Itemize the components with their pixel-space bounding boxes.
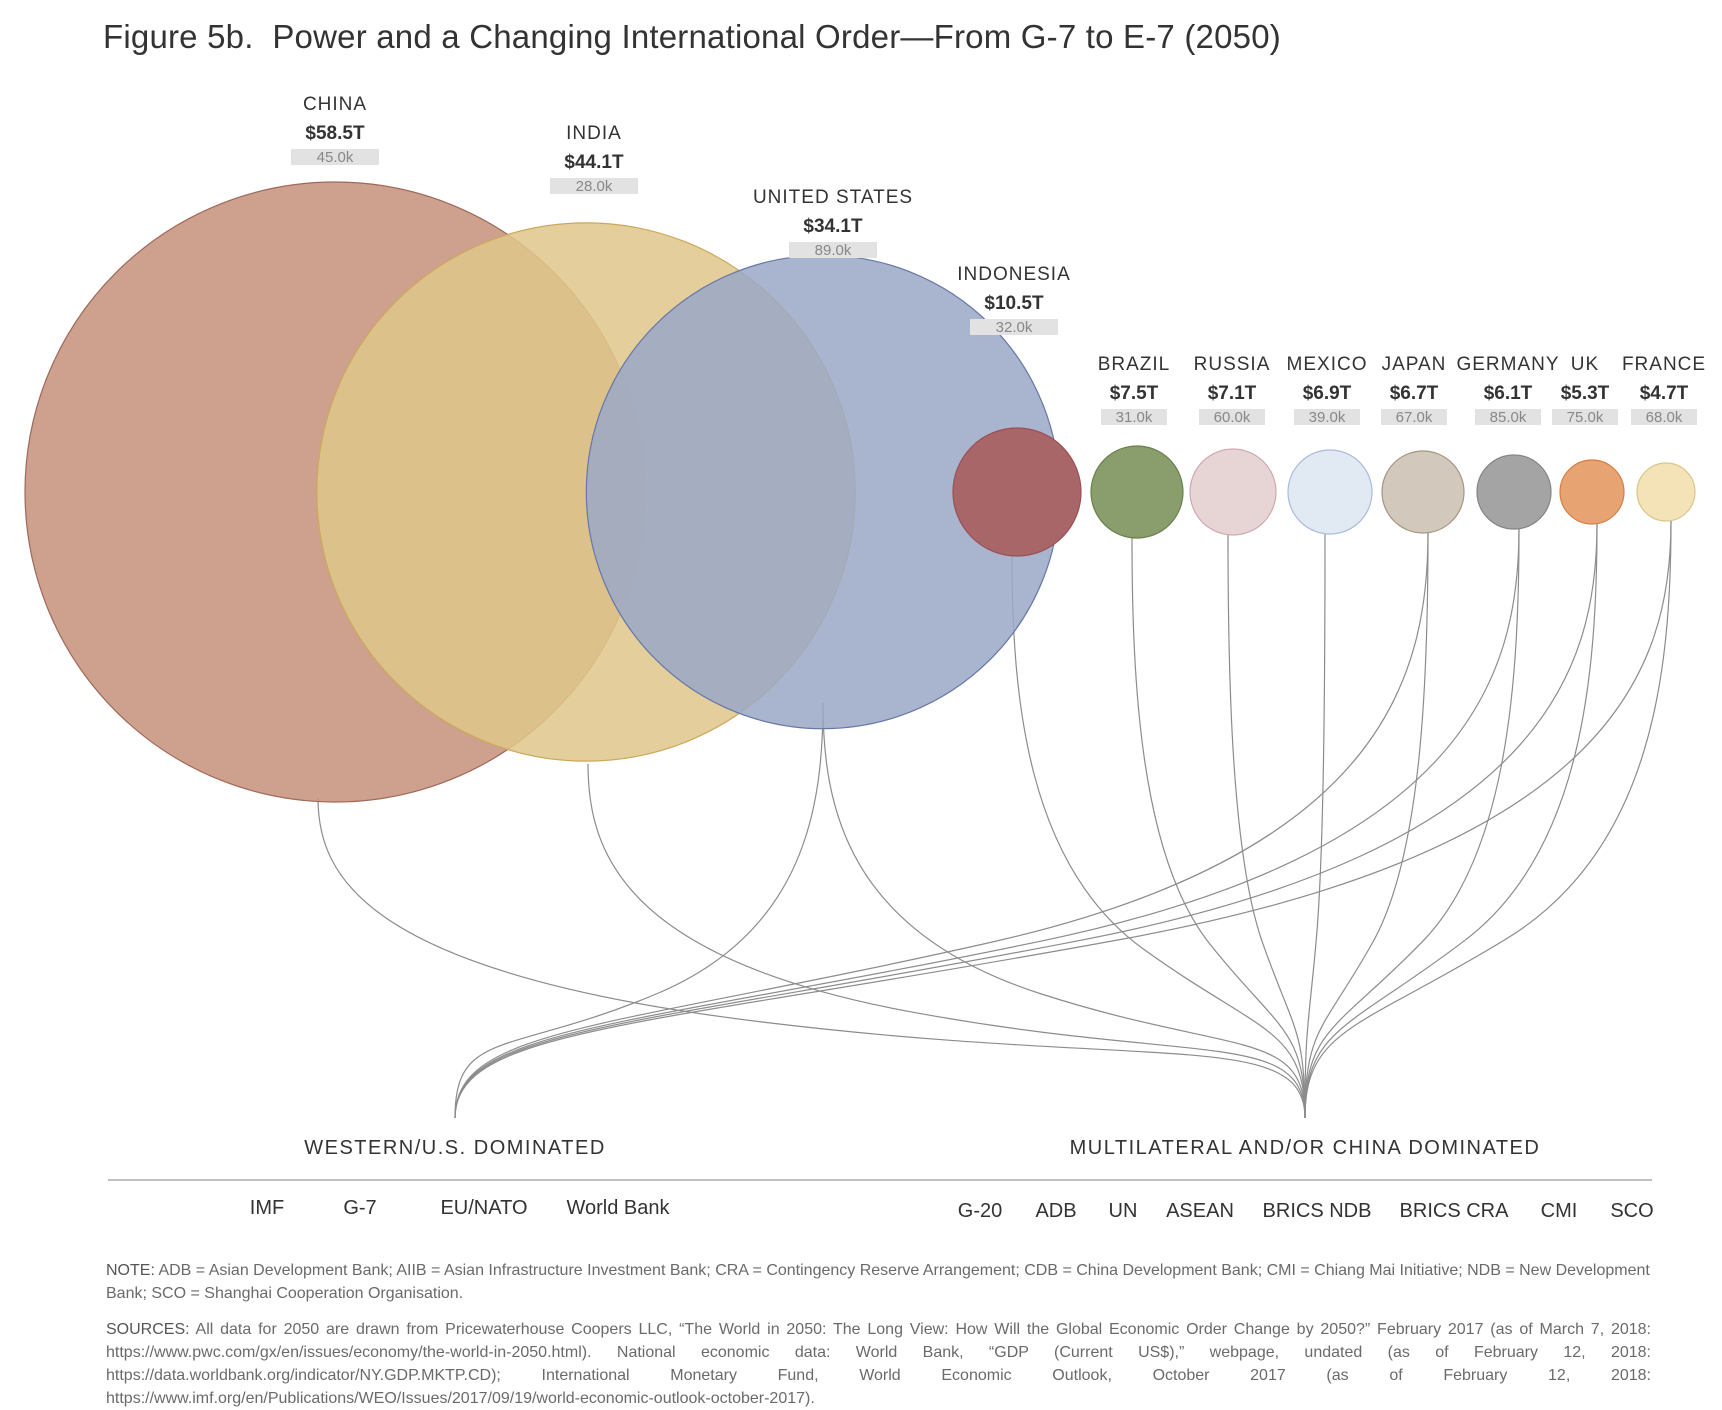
- institution-sco: SCO: [1610, 1200, 1653, 1222]
- institution-un: UN: [1109, 1200, 1138, 1222]
- bubble-brazil: [1090, 445, 1184, 539]
- country-labels: CHINA $58.5T 45.0k INDIA $44.1T 28.0k UNITED S…: [291, 94, 1706, 426]
- institution-asean: ASEAN: [1166, 1200, 1234, 1222]
- bubble-uk: [1559, 459, 1625, 525]
- country-name-india: INDIA: [566, 123, 622, 144]
- country-name-brazil: BRAZIL: [1098, 354, 1171, 375]
- sources-text: All data for 2050 are drawn from Pricewa…: [106, 1321, 1652, 1407]
- per-capita-label-brazil: 31.0k: [1116, 409, 1153, 426]
- per-capita-box-china: [291, 149, 379, 165]
- institution-imf: IMF: [250, 1197, 284, 1219]
- country-name-france: FRANCE: [1622, 354, 1706, 375]
- link-uk-to-multilateral: [1304, 523, 1598, 1119]
- per-capita-box-germany: [1475, 409, 1541, 425]
- country-name-china: CHINA: [303, 94, 367, 115]
- gdp-label-india: $44.1T: [564, 152, 624, 173]
- per-capita-box-united-states: [789, 242, 877, 258]
- note-text: ADB = Asian Development Bank; AIIB = Asi…: [106, 1262, 1650, 1302]
- connector-lines: [317, 520, 1672, 1119]
- per-capita-label-china: 45.0k: [317, 149, 354, 166]
- gdp-label-indonesia: $10.5T: [984, 293, 1044, 314]
- link-russia-to-multilateral: [1227, 534, 1306, 1119]
- figure-title-text: Power and a Changing International Order…: [272, 18, 1281, 55]
- country-bubbles: [24, 181, 1696, 803]
- link-uk-to-western: [454, 523, 1598, 1119]
- bubble-indonesia: [952, 427, 1082, 557]
- institution-eu-nato: EU/NATO: [440, 1197, 527, 1219]
- note: NOTE: ADB = Asian Development Bank; AIIB…: [106, 1259, 1651, 1305]
- gdp-label-united-states: $34.1T: [803, 216, 863, 237]
- per-capita-box-russia: [1199, 409, 1265, 425]
- country-name-united-states: UNITED STATES: [753, 187, 913, 208]
- link-germany-to-multilateral: [1304, 528, 1520, 1119]
- institution-g-7: G-7: [343, 1197, 376, 1219]
- chart-title: Figure 5b. Power and a Changing Internat…: [103, 18, 1281, 56]
- link-japan-to-multilateral: [1304, 532, 1429, 1119]
- link-china-to-multilateral: [317, 797, 1306, 1119]
- per-capita-label-uk: 75.0k: [1567, 409, 1604, 426]
- per-capita-box-japan: [1381, 409, 1447, 425]
- gdp-label-russia: $7.1T: [1208, 383, 1257, 404]
- sources: SOURCES: All data for 2050 are drawn fro…: [106, 1318, 1651, 1410]
- gdp-label-germany: $6.1T: [1484, 383, 1533, 404]
- per-capita-label-germany: 85.0k: [1490, 409, 1527, 426]
- country-name-indonesia: INDONESIA: [957, 264, 1071, 285]
- per-capita-box-indonesia: [970, 319, 1058, 335]
- bubble-germany: [1476, 454, 1552, 530]
- institution-adb: ADB: [1035, 1200, 1076, 1222]
- link-japan-to-western: [454, 532, 1429, 1119]
- gdp-label-uk: $5.3T: [1561, 383, 1610, 404]
- gdp-label-japan: $6.7T: [1390, 383, 1439, 404]
- country-name-mexico: MEXICO: [1287, 354, 1368, 375]
- per-capita-label-russia: 60.0k: [1214, 409, 1251, 426]
- link-indonesia-to-multilateral: [1011, 555, 1306, 1119]
- country-name-germany: GERMANY: [1456, 354, 1559, 375]
- bubble-chart: CHINA $58.5T 45.0k INDIA $44.1T 28.0k UNITED S…: [24, 94, 1706, 1222]
- institution-g-20: G-20: [958, 1200, 1002, 1222]
- institution-brics-ndb: BRICS NDB: [1263, 1200, 1372, 1222]
- gdp-label-brazil: $7.5T: [1110, 383, 1159, 404]
- per-capita-label-japan: 67.0k: [1396, 409, 1433, 426]
- gdp-label-mexico: $6.9T: [1303, 383, 1352, 404]
- per-capita-box-uk: [1552, 409, 1618, 425]
- link-india-to-multilateral: [587, 763, 1306, 1119]
- per-capita-label-mexico: 39.0k: [1309, 409, 1346, 426]
- per-capita-label-united-states: 89.0k: [815, 242, 852, 259]
- link-mexico-to-multilateral: [1304, 533, 1326, 1119]
- per-capita-box-france: [1631, 409, 1697, 425]
- group-label-western: WESTERN/U.S. DOMINATED: [304, 1137, 606, 1159]
- per-capita-box-india: [550, 178, 638, 194]
- per-capita-box-brazil: [1101, 409, 1167, 425]
- institution-world-bank: World Bank: [566, 1197, 670, 1219]
- gdp-label-china: $58.5T: [305, 123, 365, 144]
- per-capita-label-france: 68.0k: [1646, 409, 1683, 426]
- per-capita-label-india: 28.0k: [576, 178, 613, 195]
- link-france-to-multilateral: [1304, 520, 1672, 1119]
- link-united-states-to-multilateral: [822, 702, 1306, 1119]
- bubble-france: [1636, 462, 1696, 522]
- sources-label: SOURCES:: [106, 1321, 190, 1338]
- figure-number: Figure 5b.: [103, 18, 254, 55]
- gdp-label-france: $4.7T: [1640, 383, 1689, 404]
- link-united-states-to-western: [454, 702, 824, 1119]
- bubble-russia: [1189, 448, 1277, 536]
- country-name-russia: RUSSIA: [1194, 354, 1271, 375]
- country-name-japan: JAPAN: [1382, 354, 1447, 375]
- institution-cmi: CMI: [1541, 1200, 1578, 1222]
- link-france-to-western: [454, 520, 1672, 1119]
- group-labels: WESTERN/U.S. DOMINATED MULTILATERAL AND/O…: [108, 1137, 1654, 1222]
- per-capita-box-mexico: [1294, 409, 1360, 425]
- country-name-uk: UK: [1571, 354, 1599, 375]
- link-germany-to-western: [454, 528, 1520, 1119]
- per-capita-label-indonesia: 32.0k: [996, 319, 1033, 336]
- institution-brics-cra: BRICS CRA: [1400, 1200, 1510, 1222]
- bubble-japan: [1381, 450, 1465, 534]
- link-brazil-to-multilateral: [1131, 537, 1306, 1119]
- note-label: NOTE:: [106, 1262, 155, 1279]
- bubble-mexico: [1287, 449, 1373, 535]
- group-label-multilateral: MULTILATERAL AND/OR CHINA DOMINATED: [1070, 1137, 1541, 1159]
